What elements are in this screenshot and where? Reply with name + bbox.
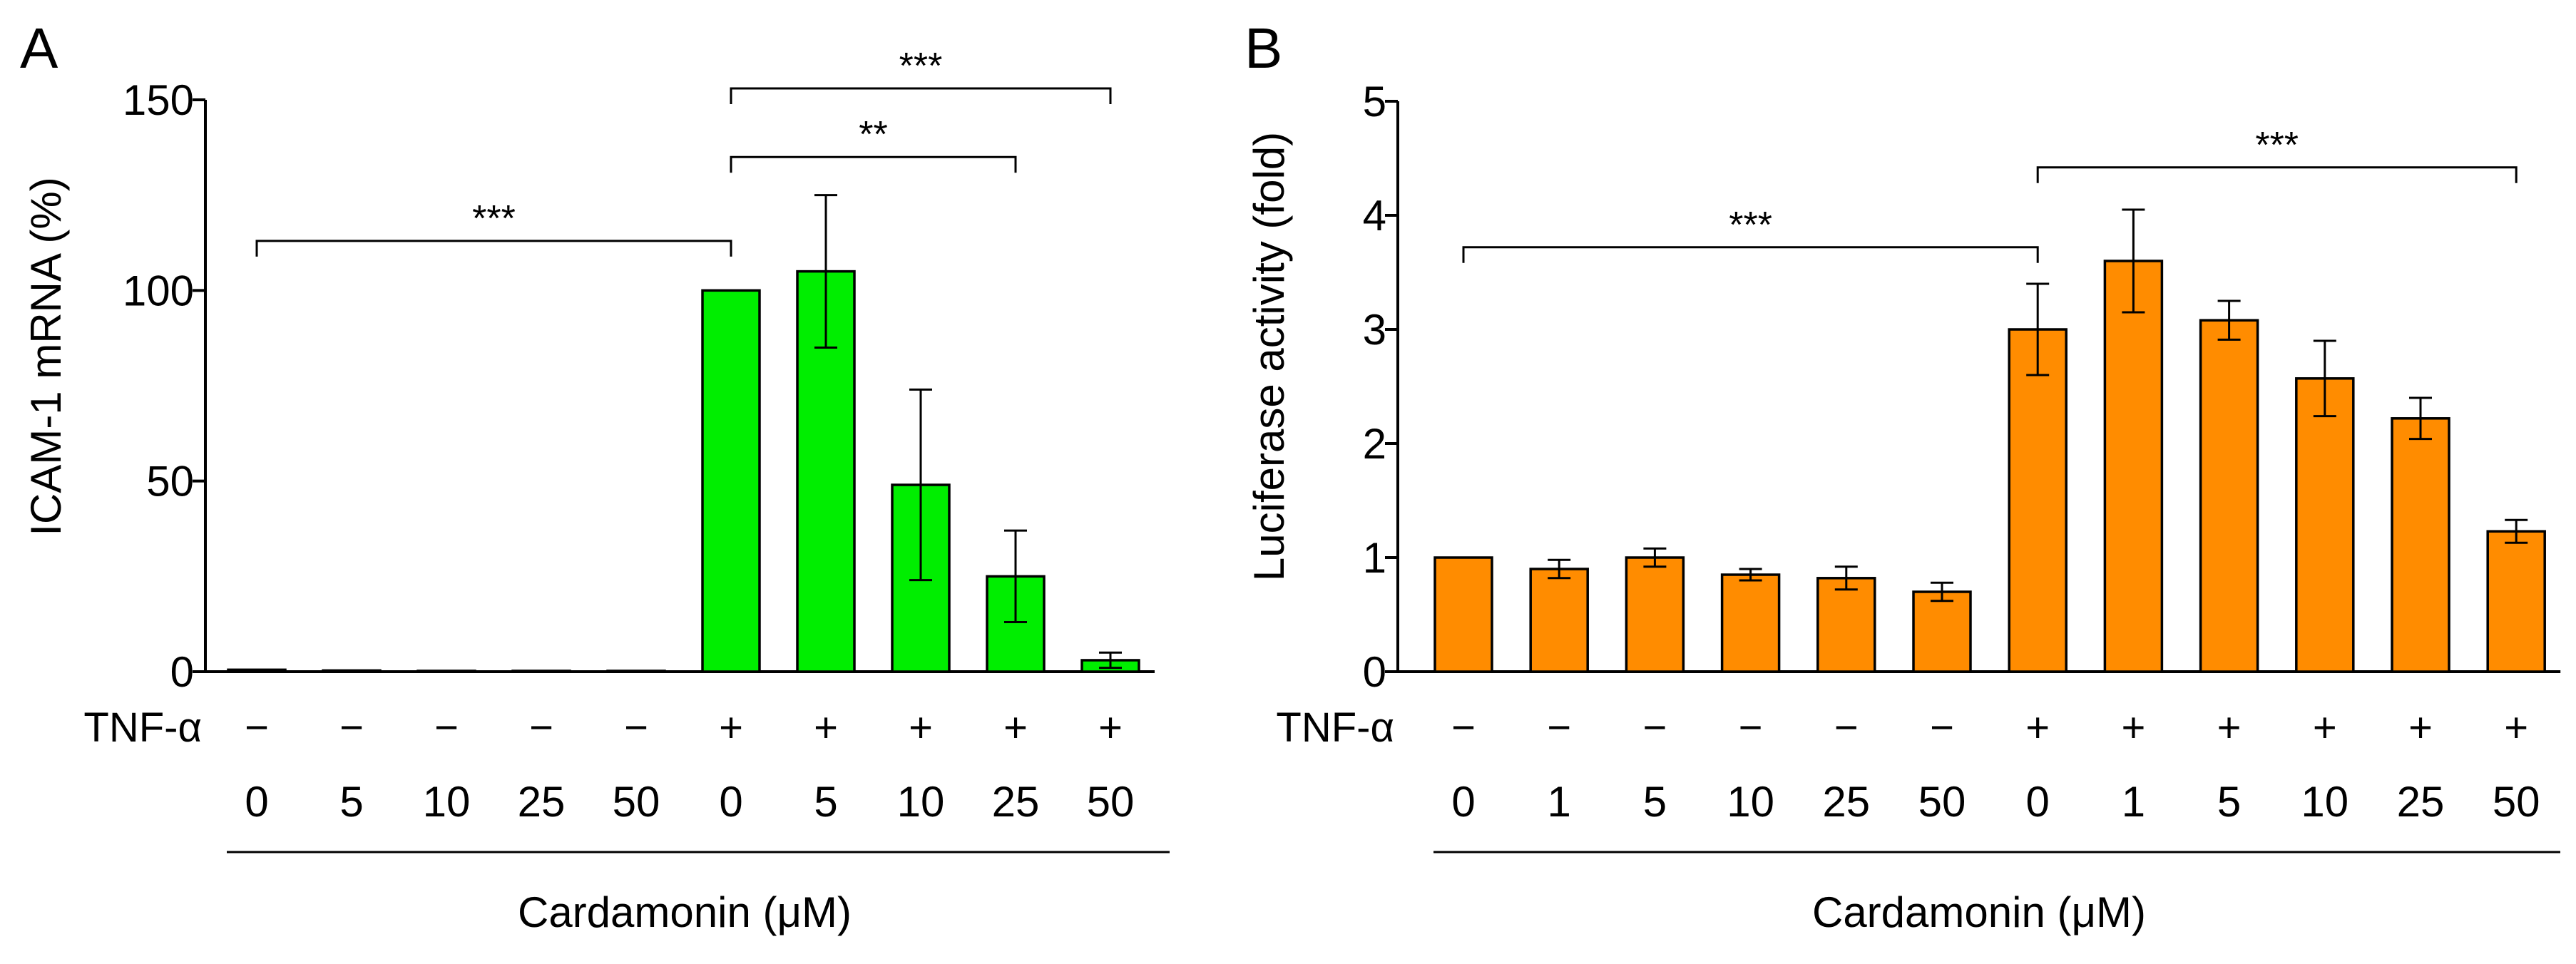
bar xyxy=(511,670,571,673)
significance-label: *** xyxy=(1729,205,1772,246)
bar xyxy=(1816,577,1876,673)
tnf-sign: − xyxy=(1642,704,1667,751)
bar xyxy=(2199,319,2259,673)
significance-bracket xyxy=(730,155,1017,173)
x-tick-label: 25 xyxy=(2397,778,2445,826)
tnf-sign: + xyxy=(1003,704,1028,751)
bar xyxy=(2008,328,2068,673)
x-tick-label: 10 xyxy=(2301,778,2348,826)
tnf-sign: + xyxy=(814,704,838,751)
significance-label: *** xyxy=(899,46,943,87)
bar xyxy=(2486,530,2546,673)
tnf-sign: + xyxy=(2408,704,2433,751)
tnf-sign: + xyxy=(2217,704,2242,751)
x-tick-label: 0 xyxy=(719,778,742,826)
bar xyxy=(2103,260,2164,673)
x-tick-label: 50 xyxy=(1087,778,1135,826)
y-axis-label: ICAM-1 mRNA (%) xyxy=(22,177,70,535)
x-tick-label: 25 xyxy=(518,778,566,826)
tnf-sign: − xyxy=(624,704,648,751)
x-tick-label: 0 xyxy=(245,778,268,826)
x-tick-label: 50 xyxy=(613,778,660,826)
x-tick-label: 10 xyxy=(897,778,945,826)
bar xyxy=(701,289,761,673)
panel-a: A ICAM-1 mRNA (%) TNF-α Cardamonin (μM) … xyxy=(20,16,1170,936)
significance-bracket xyxy=(730,87,1112,104)
y-tick-label: 2 xyxy=(1363,420,1386,468)
x-axis-label: Cardamonin (μM) xyxy=(1812,888,2146,936)
significance-label: ** xyxy=(859,114,887,155)
significance-bracket xyxy=(2036,166,2518,183)
significance-bracket xyxy=(255,240,732,257)
x-tick-label: 0 xyxy=(2026,778,2050,826)
y-tick-label: 100 xyxy=(123,267,194,314)
y-tick-label: 50 xyxy=(146,458,194,506)
tnf-sign: + xyxy=(719,704,743,751)
x-tick-label: 5 xyxy=(814,778,837,826)
y-tick-label: 1 xyxy=(1363,534,1386,582)
y-tick-label: 0 xyxy=(170,648,194,696)
tnf-row-label: TNF-α xyxy=(83,704,202,751)
tnf-sign: − xyxy=(339,704,364,751)
bar xyxy=(1720,573,1781,673)
panel-label: B xyxy=(1244,16,1282,80)
y-tick-label: 0 xyxy=(1363,648,1386,696)
y-axis-label: Luciferase activity (fold) xyxy=(1245,132,1293,581)
bar xyxy=(1433,556,1493,673)
x-tick-label: 25 xyxy=(1822,778,1870,826)
x-axis-label: Cardamonin (μM) xyxy=(518,888,852,936)
bar xyxy=(606,670,666,673)
panel-label: A xyxy=(20,16,58,80)
tnf-sign: − xyxy=(1930,704,1954,751)
x-tick-label: 5 xyxy=(339,778,363,826)
bar xyxy=(1529,568,1589,673)
y-tick-label: 5 xyxy=(1363,78,1386,125)
x-tick-label: 1 xyxy=(1548,778,1571,826)
x-tick-label: 50 xyxy=(1918,778,1966,826)
y-tick-label: 150 xyxy=(123,76,194,124)
tnf-sign: − xyxy=(1739,704,1763,751)
tnf-sign: − xyxy=(1451,704,1476,751)
x-tick-label: 5 xyxy=(1643,778,1667,826)
bar xyxy=(2391,417,2450,673)
significance-bracket xyxy=(1462,246,2039,263)
tnf-sign: + xyxy=(2313,704,2337,751)
tnf-sign: − xyxy=(434,704,459,751)
bar xyxy=(1625,556,1685,673)
x-tick-label: 10 xyxy=(423,778,471,826)
y-tick-label: 4 xyxy=(1363,192,1386,240)
bar xyxy=(322,669,382,673)
tnf-sign: + xyxy=(1098,704,1123,751)
bar xyxy=(227,668,287,673)
tnf-row-label: TNF-α xyxy=(1276,704,1394,751)
bar xyxy=(416,670,476,673)
tnf-sign: + xyxy=(2025,704,2050,751)
x-tick-label: 10 xyxy=(1727,778,1774,826)
x-tick-label: 1 xyxy=(2122,778,2145,826)
bar xyxy=(1912,590,1972,673)
tnf-sign: − xyxy=(529,704,553,751)
tnf-sign: + xyxy=(2504,704,2528,751)
x-tick-label: 0 xyxy=(1451,778,1475,826)
x-tick-label: 5 xyxy=(2217,778,2241,826)
tnf-sign: + xyxy=(2121,704,2145,751)
tnf-sign: − xyxy=(1547,704,1571,751)
y-tick-label: 3 xyxy=(1363,306,1386,354)
x-tick-label: 25 xyxy=(992,778,1040,826)
x-tick-label: 50 xyxy=(2493,778,2540,826)
bar xyxy=(2295,377,2355,673)
panel-b: B Luciferase activity (fold) TNF-α Carda… xyxy=(1244,16,2561,936)
tnf-sign: + xyxy=(909,704,933,751)
tnf-sign: − xyxy=(245,704,269,751)
significance-label: *** xyxy=(472,198,516,240)
significance-label: *** xyxy=(2255,125,2299,166)
tnf-sign: − xyxy=(1834,704,1859,751)
